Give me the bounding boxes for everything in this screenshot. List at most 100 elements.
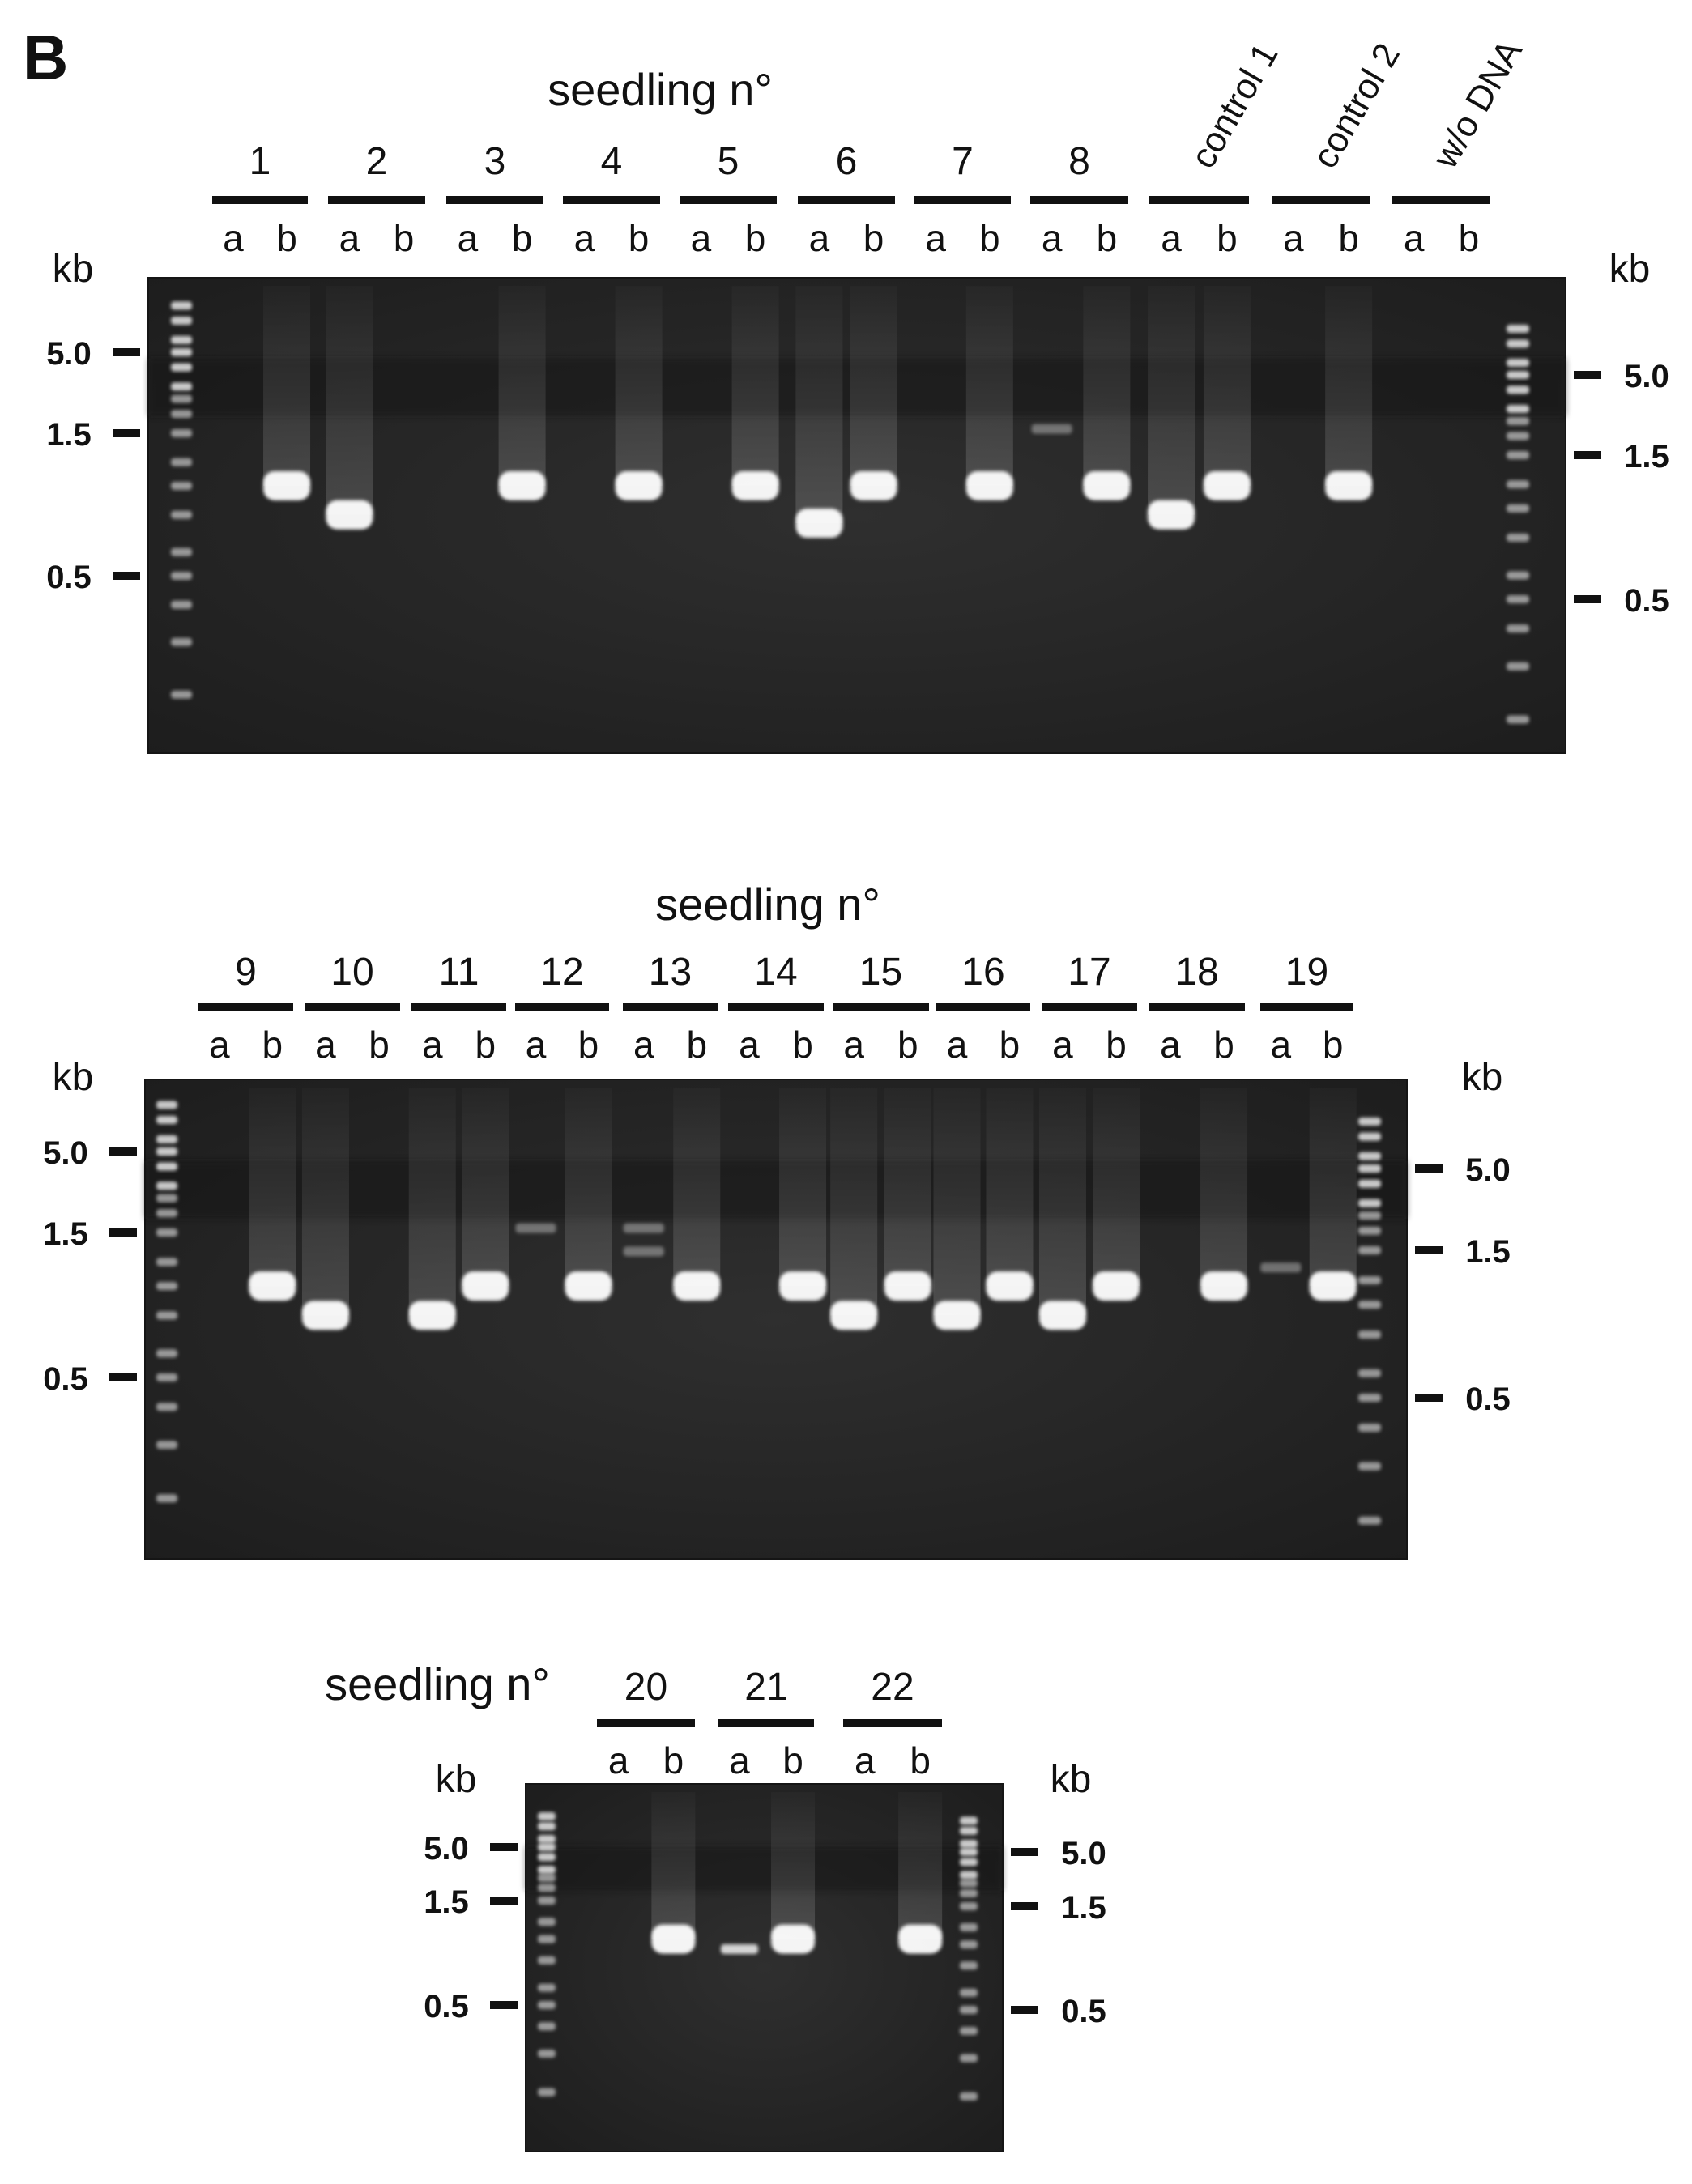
ladder-band	[1507, 533, 1529, 542]
group-bar	[1149, 196, 1249, 204]
group-label: 11	[439, 951, 479, 994]
ladder-size-label-left: 5.0	[424, 1831, 469, 1867]
band-smear	[731, 286, 779, 486]
seedling-header: seedling n°	[325, 1658, 550, 1709]
ladder-band	[960, 2026, 978, 2035]
band-core	[1083, 470, 1131, 500]
ladder-band	[538, 1983, 556, 1992]
band-smear	[462, 1088, 509, 1287]
ladder-size-tick-right	[1011, 2006, 1038, 2014]
lane-label-a: a	[1042, 217, 1063, 259]
sample-band-6-b	[850, 286, 897, 500]
kb-label-right: kb	[1051, 1758, 1092, 1801]
ladder-band	[538, 1812, 556, 1821]
ladder-band	[538, 1843, 556, 1851]
ladder-size-label-right: 1.5	[1624, 439, 1669, 475]
sample-band-6-a	[795, 286, 843, 539]
band-core	[731, 470, 779, 500]
band-smear	[795, 286, 843, 524]
sample-band-7-b	[965, 286, 1013, 500]
ladder-band	[171, 637, 192, 646]
group-label: control 1	[1183, 36, 1286, 175]
gel-dye-front	[145, 1160, 1407, 1219]
ladder-band	[1358, 1369, 1381, 1377]
band-core	[249, 1271, 296, 1301]
ladder-band	[156, 1135, 177, 1143]
ladder-band	[156, 1209, 177, 1218]
ladder-band	[156, 1162, 177, 1171]
ladder-band	[156, 1349, 177, 1358]
ladder-size-label-right: 0.5	[1465, 1381, 1511, 1417]
ladder-size-label-left: 1.5	[424, 1884, 469, 1920]
sample-band-18-b	[1200, 1088, 1248, 1301]
band-smear	[301, 1088, 349, 1316]
ladder-size-tick-right	[1011, 1902, 1038, 1910]
lane-label-a: a	[458, 217, 479, 259]
ladder-size-tick-left	[109, 1373, 137, 1381]
band-core	[1325, 470, 1373, 500]
ladder-size-tick-right	[1574, 451, 1601, 459]
band-smear	[673, 1088, 721, 1287]
ladder-size-tick-left	[113, 572, 140, 580]
band-core	[771, 1924, 816, 1954]
kb-label-left: kb	[53, 248, 94, 291]
ladder-band	[171, 572, 192, 580]
ladder-size-tick-right	[1574, 595, 1601, 603]
group-bar	[936, 1003, 1030, 1011]
ladder-band	[960, 1848, 978, 1856]
ladder-size-label-left: 5.0	[46, 336, 92, 372]
ladder-band	[960, 1826, 978, 1835]
ladder-band	[960, 1879, 978, 1888]
band-core	[850, 470, 897, 500]
lane-label-a: a	[339, 217, 360, 259]
band-core	[1038, 1301, 1086, 1330]
ladder-band	[171, 301, 192, 310]
ladder-band	[1507, 624, 1529, 633]
band-smear	[1309, 1088, 1357, 1287]
ladder-band	[156, 1282, 177, 1291]
group-label: 9	[235, 951, 257, 994]
group-bar	[914, 196, 1011, 204]
group-bar	[411, 1003, 506, 1011]
lane-label-a: a	[947, 1024, 968, 1066]
seedling-header: seedling n°	[548, 64, 773, 115]
ladder-right	[960, 1816, 978, 2101]
ladder-band	[538, 1884, 556, 1892]
lane-label-b: b	[1338, 217, 1359, 259]
group-label: 7	[952, 140, 974, 183]
ladder-band	[1507, 371, 1529, 379]
ladder-band	[538, 2001, 556, 2009]
ladder-left	[156, 1101, 177, 1503]
ladder-band	[1358, 1394, 1381, 1402]
sample-band-8-a	[1031, 424, 1072, 434]
lane-label-a: a	[1271, 1024, 1292, 1066]
ladder-band	[156, 1194, 177, 1203]
lane-label-a: a	[925, 217, 946, 259]
band-smear	[651, 1792, 696, 1939]
ladder-left	[171, 301, 192, 699]
ladder-band	[1358, 1152, 1381, 1160]
band-smear	[830, 1088, 878, 1316]
sample-band-5-b	[731, 286, 779, 500]
ladder-band	[960, 1858, 978, 1867]
ladder-band	[1358, 1423, 1381, 1432]
sample-band-control1-a	[1148, 286, 1195, 530]
group-bar	[1030, 196, 1128, 204]
sample-band-13-b	[673, 1088, 721, 1301]
band-smear	[1148, 286, 1195, 515]
band-core	[986, 1271, 1034, 1301]
ladder-size-tick-left	[109, 1147, 137, 1156]
group-label: 1	[249, 140, 271, 183]
ladder-band	[538, 1897, 556, 1905]
ladder-size-label-left: 1.5	[43, 1216, 88, 1252]
ladder-band	[171, 410, 192, 419]
ladder-size-tick-left	[109, 1228, 137, 1237]
group-bar	[680, 196, 777, 204]
ladder-band	[1507, 432, 1529, 441]
ladder-band	[171, 690, 192, 699]
band-smear	[779, 1088, 827, 1287]
ladder-band	[538, 1873, 556, 1882]
group-bar	[328, 196, 425, 204]
